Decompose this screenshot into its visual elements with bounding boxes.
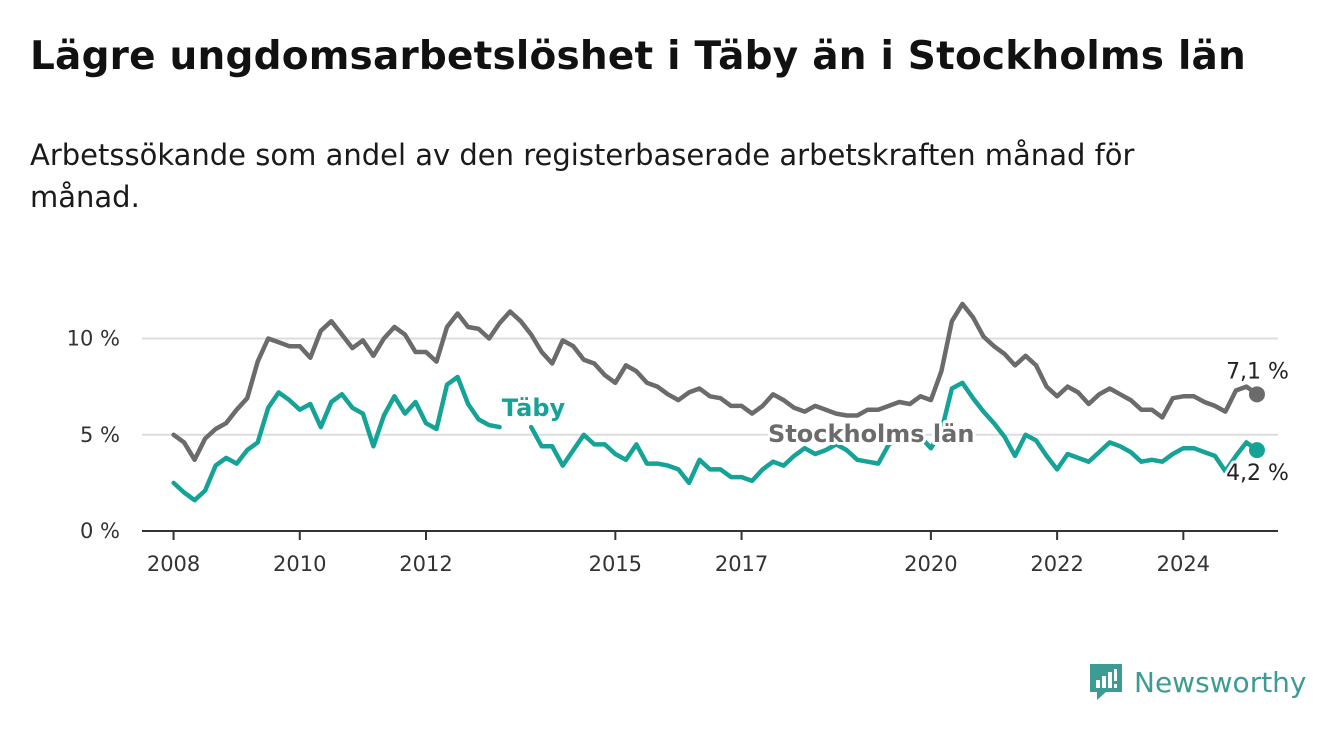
y-tick-label: 0 % (80, 519, 120, 543)
series-label-stockholms-lan: Stockholms län (768, 420, 974, 448)
grid-lines (142, 337, 1278, 436)
brand: Newsworthy (1088, 660, 1307, 704)
x-tick-label: 2020 (904, 552, 957, 576)
x-tick-label: 2017 (715, 552, 768, 576)
chart-title: Lägre ungdomsarbetslöshet i Täby än i St… (30, 34, 1246, 79)
x-tick-label: 2015 (589, 552, 642, 576)
series-line-stockholms-lan (171, 301, 1260, 463)
y-tick-label: 5 % (80, 423, 120, 447)
end-value-taby: 4,2 % (1226, 461, 1289, 486)
chart-subtitle: Arbetssökande som andel av den registerb… (30, 138, 1135, 214)
end-value-stockholms-lan: 7,1 % (1226, 359, 1289, 384)
x-tick-label: 2012 (399, 552, 452, 576)
x-tick-label: 2010 (273, 552, 326, 576)
series-group (171, 301, 1265, 503)
series-labels: Stockholms län Täby 7,1 % 4,2 % (499, 356, 1292, 489)
end-point (1248, 386, 1265, 403)
axes: 0 % 5 % 10 % 2008 2010 2012 2015 2017 2020 2022 20… (67, 327, 1278, 576)
y-tick-label: 10 % (67, 327, 120, 351)
x-tick-label: 2008 (147, 552, 200, 576)
series-line-taby (171, 374, 1260, 503)
end-point (1248, 442, 1265, 459)
series-label-taby: Täby (502, 394, 566, 422)
brand-name: Newsworthy (1134, 665, 1307, 699)
newsworthy-logo-icon (1090, 664, 1122, 700)
x-tick-label: 2024 (1157, 552, 1210, 576)
x-tick-label: 2022 (1030, 552, 1083, 576)
